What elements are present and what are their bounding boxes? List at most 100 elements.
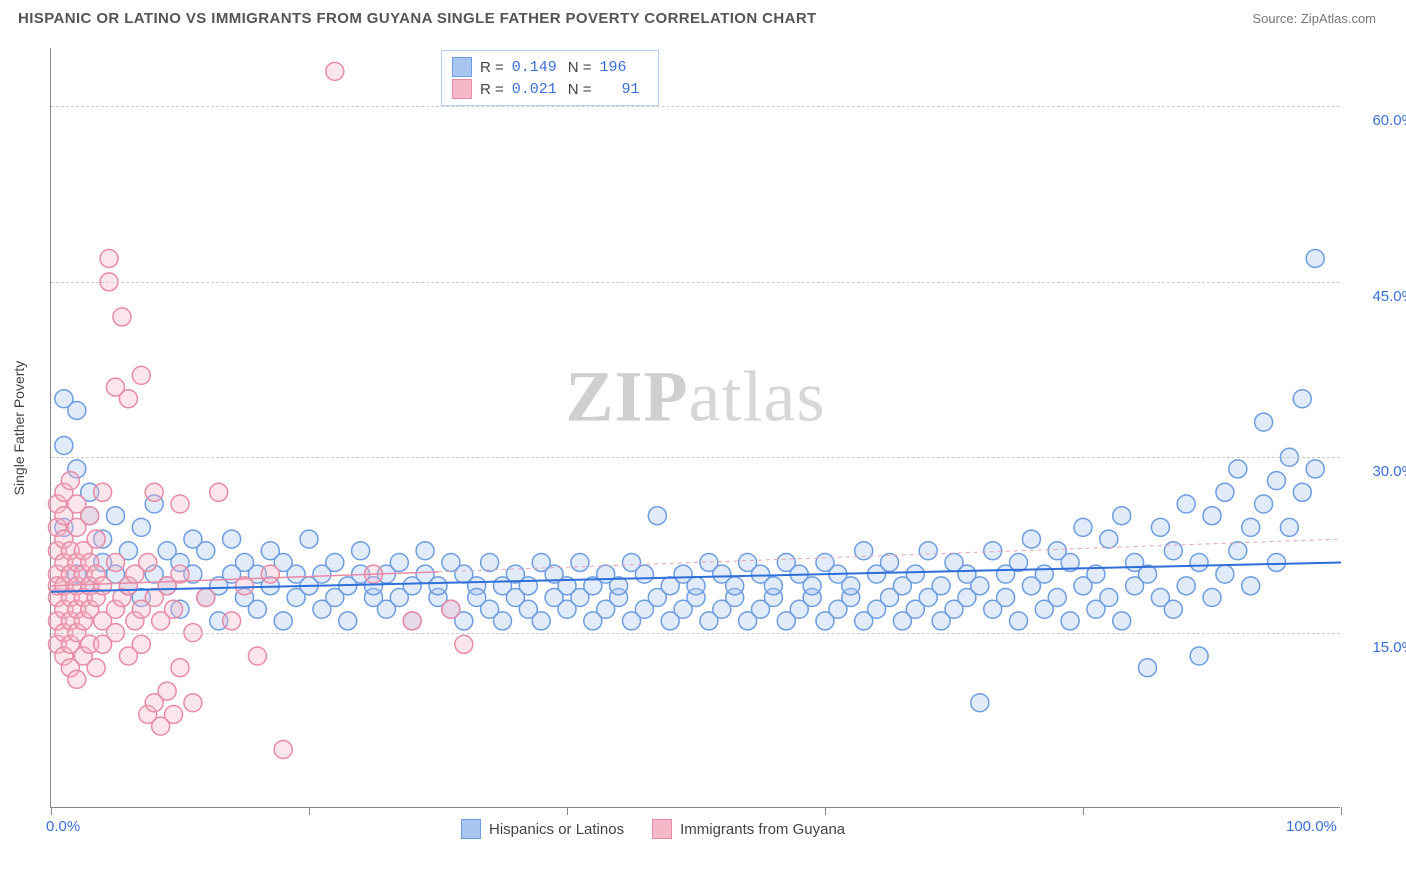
data-point	[81, 507, 99, 525]
data-point	[971, 694, 989, 712]
data-point	[326, 553, 344, 571]
swatch-pink-icon	[652, 819, 672, 839]
data-point	[1229, 460, 1247, 478]
data-point	[1280, 518, 1298, 536]
data-point	[87, 530, 105, 548]
legend-item-1: Hispanics or Latinos	[461, 819, 624, 839]
x-tick-mark	[825, 807, 826, 815]
data-point	[1268, 553, 1286, 571]
data-point	[326, 62, 344, 80]
data-point	[274, 741, 292, 759]
data-point	[687, 577, 705, 595]
data-point	[248, 647, 266, 665]
data-point	[139, 553, 157, 571]
data-point	[1306, 460, 1324, 478]
gridline	[51, 457, 1340, 458]
data-point	[352, 542, 370, 560]
legend-label-1: Hispanics or Latinos	[489, 821, 624, 838]
data-point	[1022, 530, 1040, 548]
chart-area: Single Father Poverty ZIPatlas R = 0.149…	[50, 48, 1340, 808]
data-point	[1177, 495, 1195, 513]
data-point	[210, 483, 228, 501]
data-point	[842, 577, 860, 595]
y-tick-label: 45.0%	[1355, 288, 1406, 305]
data-point	[1100, 530, 1118, 548]
data-point	[481, 553, 499, 571]
data-point	[61, 472, 79, 490]
data-point	[390, 553, 408, 571]
chart-title: HISPANIC OR LATINO VS IMMIGRANTS FROM GU…	[18, 10, 817, 27]
data-point	[984, 542, 1002, 560]
data-point	[803, 577, 821, 595]
data-point	[1139, 659, 1157, 677]
data-point	[1048, 589, 1066, 607]
source-attribution: Source: ZipAtlas.com	[1252, 11, 1376, 26]
x-tick-mark	[567, 807, 568, 815]
data-point	[158, 682, 176, 700]
data-point	[442, 600, 460, 618]
legend-label-2: Immigrants from Guyana	[680, 821, 845, 838]
data-point	[1113, 612, 1131, 630]
data-point	[906, 565, 924, 583]
x-tick-mark	[51, 807, 52, 815]
data-point	[1242, 518, 1260, 536]
data-point	[132, 635, 150, 653]
data-point	[261, 565, 279, 583]
scatter-plot	[51, 48, 1340, 807]
data-point	[171, 495, 189, 513]
data-point	[339, 612, 357, 630]
data-point	[197, 542, 215, 560]
gridline	[51, 282, 1340, 283]
data-point	[1113, 507, 1131, 525]
y-axis-label: Single Father Poverty	[11, 360, 27, 495]
data-point	[1216, 483, 1234, 501]
data-point	[1061, 612, 1079, 630]
data-point	[1203, 507, 1221, 525]
data-point	[1010, 612, 1028, 630]
gridline	[51, 106, 1340, 107]
data-point	[571, 553, 589, 571]
data-point	[94, 577, 112, 595]
data-point	[55, 437, 73, 455]
data-point	[919, 542, 937, 560]
data-point	[300, 530, 318, 548]
data-point	[971, 577, 989, 595]
data-point	[113, 308, 131, 326]
data-point	[1242, 577, 1260, 595]
data-point	[223, 530, 241, 548]
data-point	[171, 659, 189, 677]
data-point	[881, 553, 899, 571]
data-point	[519, 577, 537, 595]
data-point	[145, 483, 163, 501]
data-point	[1268, 472, 1286, 490]
data-point	[223, 612, 241, 630]
data-point	[1190, 553, 1208, 571]
x-tick-mark	[1083, 807, 1084, 815]
data-point	[1255, 413, 1273, 431]
data-point	[1229, 542, 1247, 560]
data-point	[1151, 518, 1169, 536]
data-point	[184, 694, 202, 712]
data-point	[494, 612, 512, 630]
data-point	[1164, 542, 1182, 560]
data-point	[403, 612, 421, 630]
data-point	[119, 390, 137, 408]
data-point	[132, 518, 150, 536]
data-point	[274, 612, 292, 630]
data-point	[248, 600, 266, 618]
data-point	[1216, 565, 1234, 583]
data-point	[1293, 390, 1311, 408]
y-tick-label: 15.0%	[1355, 639, 1406, 656]
data-point	[1255, 495, 1273, 513]
data-point	[87, 659, 105, 677]
data-point	[1203, 589, 1221, 607]
legend-item-2: Immigrants from Guyana	[652, 819, 845, 839]
data-point	[1293, 483, 1311, 501]
data-point	[416, 542, 434, 560]
data-point	[197, 589, 215, 607]
data-point	[455, 635, 473, 653]
y-tick-label: 30.0%	[1355, 463, 1406, 480]
x-tick-label: 0.0%	[46, 818, 80, 835]
data-point	[107, 553, 125, 571]
x-tick-label: 100.0%	[1286, 818, 1337, 835]
